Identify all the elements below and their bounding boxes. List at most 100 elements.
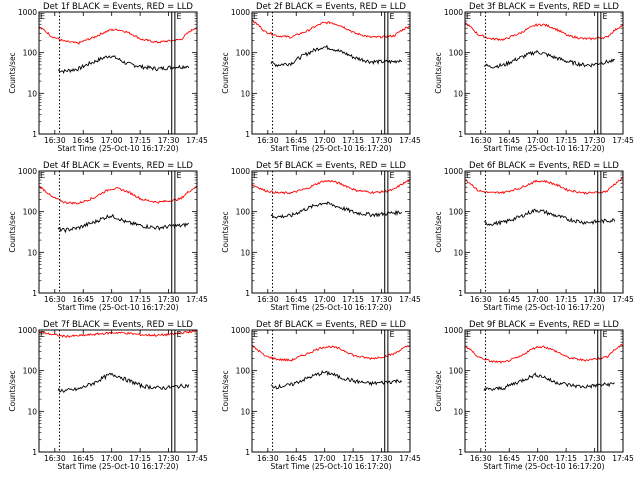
events-series-line <box>270 44 403 68</box>
x-tick-label: 16:45 <box>285 136 307 145</box>
x-tick-label: 17:15 <box>555 454 577 463</box>
y-tick-label: 100 <box>23 208 38 217</box>
lld-series-line <box>38 329 197 338</box>
y-axis-label: Counts/sec <box>8 52 17 93</box>
x-tick-label: 17:45 <box>612 136 634 145</box>
marker-label: E <box>389 171 394 180</box>
y-tick-label: 1000 <box>231 8 250 17</box>
y-axis-label: Counts/sec <box>434 211 443 252</box>
x-tick-label: 17:00 <box>101 136 123 145</box>
y-tick-label: 1000 <box>444 326 463 335</box>
x-axis-label: Start Time (25-Oct-10 16:17:20) <box>270 462 391 471</box>
y-tick-label: 10 <box>453 89 463 98</box>
events-series-line <box>57 213 190 234</box>
marker-label: E <box>176 12 181 21</box>
x-tick-label: 17:15 <box>555 136 577 145</box>
x-tick-label: 17:15 <box>342 454 364 463</box>
x-tick-label: 16:30 <box>44 136 66 145</box>
x-tick-label: 16:30 <box>470 136 492 145</box>
y-tick-label: 1000 <box>18 167 37 176</box>
x-tick-label: 16:45 <box>498 295 520 304</box>
x-tick-label: 17:30 <box>158 136 180 145</box>
y-tick-label: 100 <box>449 208 464 217</box>
x-axis-label: Start Time (25-Oct-10 16:17:20) <box>57 144 178 153</box>
marker-label: E <box>602 12 607 21</box>
lld-series-line <box>38 185 197 205</box>
y-tick-label: 1 <box>32 130 37 139</box>
x-tick-label: 16:30 <box>257 295 279 304</box>
y-axis-label: Counts/sec <box>434 52 443 93</box>
y-axis-label: Counts/sec <box>221 370 230 411</box>
x-tick-label: 17:15 <box>129 454 151 463</box>
lld-series-line <box>465 343 623 364</box>
plot-frame <box>38 11 198 135</box>
plot-frame <box>251 170 411 294</box>
plot-frame <box>38 170 198 294</box>
x-axis-label: Start Time (25-Oct-10 16:17:20) <box>57 303 178 312</box>
y-axis-label: Counts/sec <box>8 370 17 411</box>
lld-series-line <box>38 26 197 45</box>
plot-frame <box>464 11 624 135</box>
x-tick-label: 16:45 <box>498 454 520 463</box>
marker-label: E <box>466 171 471 180</box>
y-axis-label: Counts/sec <box>221 211 230 252</box>
x-tick-label: 17:00 <box>527 454 549 463</box>
plot-frame <box>38 329 198 453</box>
y-tick-label: 1000 <box>444 8 463 17</box>
x-tick-label: 17:45 <box>186 295 208 304</box>
y-tick-label: 1000 <box>444 167 463 176</box>
x-tick-label: 16:45 <box>72 136 94 145</box>
y-tick-label: 1 <box>32 448 37 457</box>
marker-label: E <box>253 12 258 21</box>
plot-frame <box>251 329 411 453</box>
y-tick-label: 1000 <box>231 167 250 176</box>
x-axis-label: Start Time (25-Oct-10 16:17:20) <box>57 462 178 471</box>
x-tick-label: 16:30 <box>470 295 492 304</box>
x-tick-label: 17:00 <box>314 454 336 463</box>
x-tick-label: 17:45 <box>399 295 421 304</box>
x-tick-label: 17:45 <box>612 454 634 463</box>
x-tick-label: 17:30 <box>158 295 180 304</box>
y-tick-label: 10 <box>27 248 37 257</box>
marker-label: E <box>389 330 394 339</box>
y-tick-label: 100 <box>449 49 464 58</box>
x-tick-label: 17:30 <box>584 295 606 304</box>
x-tick-label: 17:45 <box>612 295 634 304</box>
x-tick-label: 17:45 <box>186 136 208 145</box>
y-tick-label: 100 <box>23 367 38 376</box>
x-tick-label: 17:15 <box>342 136 364 145</box>
marker-label: E <box>253 330 258 339</box>
y-tick-label: 1 <box>32 289 37 298</box>
marker-label: E <box>602 330 607 339</box>
x-tick-label: 16:45 <box>72 295 94 304</box>
y-tick-label: 10 <box>27 407 37 416</box>
y-tick-label: 1000 <box>231 326 250 335</box>
panel-title: Det 3f BLACK = Events, RED = LLD <box>469 2 619 12</box>
lld-series-line <box>464 177 623 195</box>
x-tick-label: 17:30 <box>371 295 393 304</box>
y-tick-label: 1 <box>245 289 250 298</box>
panel-title: Det 9f BLACK = Events, RED = LLD <box>469 320 619 330</box>
x-tick-label: 16:30 <box>44 454 66 463</box>
marker-label: E <box>40 171 45 180</box>
x-tick-label: 16:30 <box>257 454 279 463</box>
y-tick-label: 1 <box>458 448 463 457</box>
y-tick-label: 100 <box>23 49 38 58</box>
x-tick-label: 17:45 <box>399 454 421 463</box>
events-series-line <box>57 55 190 75</box>
x-axis-label: Start Time (25-Oct-10 16:17:20) <box>270 303 391 312</box>
x-axis-label: Start Time (25-Oct-10 16:17:20) <box>483 303 604 312</box>
x-tick-label: 16:30 <box>470 454 492 463</box>
lld-series-line <box>251 19 410 39</box>
x-tick-label: 17:30 <box>371 136 393 145</box>
marker-label: E <box>466 12 471 21</box>
panel-title: Det 5f BLACK = Events, RED = LLD <box>256 161 406 171</box>
lld-series-line <box>464 22 623 42</box>
events-series-line <box>270 370 403 390</box>
x-tick-label: 17:30 <box>158 454 180 463</box>
x-tick-label: 17:15 <box>342 295 364 304</box>
